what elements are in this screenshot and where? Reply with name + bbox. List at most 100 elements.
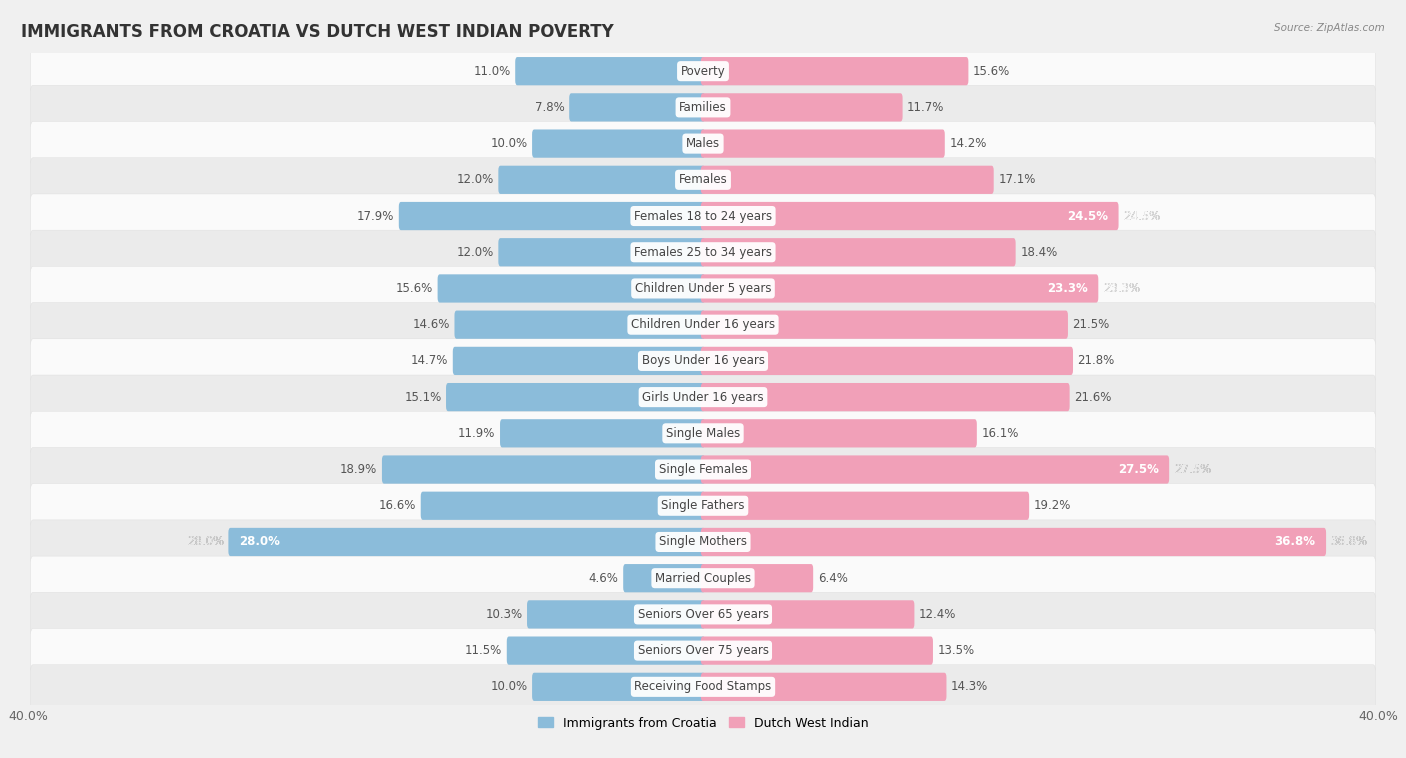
FancyBboxPatch shape bbox=[399, 202, 706, 230]
Text: Seniors Over 75 years: Seniors Over 75 years bbox=[637, 644, 769, 657]
FancyBboxPatch shape bbox=[437, 274, 706, 302]
FancyBboxPatch shape bbox=[531, 130, 706, 158]
Text: Females 18 to 24 years: Females 18 to 24 years bbox=[634, 209, 772, 223]
Text: 27.5%: 27.5% bbox=[1174, 463, 1211, 476]
FancyBboxPatch shape bbox=[31, 375, 1375, 419]
Text: 10.0%: 10.0% bbox=[491, 137, 527, 150]
Text: 11.5%: 11.5% bbox=[465, 644, 502, 657]
FancyBboxPatch shape bbox=[700, 202, 1119, 230]
Text: Children Under 16 years: Children Under 16 years bbox=[631, 318, 775, 331]
Text: 28.0%: 28.0% bbox=[239, 535, 280, 549]
Text: Single Fathers: Single Fathers bbox=[661, 500, 745, 512]
FancyBboxPatch shape bbox=[623, 564, 706, 592]
FancyBboxPatch shape bbox=[700, 528, 1326, 556]
FancyBboxPatch shape bbox=[700, 311, 1069, 339]
Text: 27.5%: 27.5% bbox=[1174, 463, 1211, 476]
Text: 24.5%: 24.5% bbox=[1123, 209, 1160, 223]
FancyBboxPatch shape bbox=[515, 57, 706, 86]
Text: 23.3%: 23.3% bbox=[1102, 282, 1140, 295]
Text: 16.1%: 16.1% bbox=[981, 427, 1019, 440]
Text: 17.1%: 17.1% bbox=[998, 174, 1036, 186]
FancyBboxPatch shape bbox=[420, 492, 706, 520]
FancyBboxPatch shape bbox=[569, 93, 706, 121]
Text: 14.7%: 14.7% bbox=[411, 355, 449, 368]
FancyBboxPatch shape bbox=[700, 346, 1073, 375]
Text: 15.6%: 15.6% bbox=[973, 64, 1010, 77]
FancyBboxPatch shape bbox=[700, 564, 813, 592]
Text: 11.9%: 11.9% bbox=[458, 427, 495, 440]
FancyBboxPatch shape bbox=[31, 592, 1375, 637]
Text: 7.8%: 7.8% bbox=[534, 101, 565, 114]
Text: 14.6%: 14.6% bbox=[412, 318, 450, 331]
FancyBboxPatch shape bbox=[31, 484, 1375, 528]
Text: Receiving Food Stamps: Receiving Food Stamps bbox=[634, 681, 772, 694]
FancyBboxPatch shape bbox=[700, 57, 969, 86]
FancyBboxPatch shape bbox=[31, 121, 1375, 166]
FancyBboxPatch shape bbox=[31, 86, 1375, 130]
Text: 23.3%: 23.3% bbox=[1047, 282, 1088, 295]
Text: 10.3%: 10.3% bbox=[485, 608, 523, 621]
Text: IMMIGRANTS FROM CROATIA VS DUTCH WEST INDIAN POVERTY: IMMIGRANTS FROM CROATIA VS DUTCH WEST IN… bbox=[21, 23, 614, 41]
FancyBboxPatch shape bbox=[31, 628, 1375, 672]
FancyBboxPatch shape bbox=[453, 346, 706, 375]
Text: Boys Under 16 years: Boys Under 16 years bbox=[641, 355, 765, 368]
FancyBboxPatch shape bbox=[700, 274, 1098, 302]
FancyBboxPatch shape bbox=[31, 520, 1375, 564]
Text: 24.5%: 24.5% bbox=[1123, 209, 1160, 223]
Text: Families: Families bbox=[679, 101, 727, 114]
Text: Seniors Over 65 years: Seniors Over 65 years bbox=[637, 608, 769, 621]
Text: 11.0%: 11.0% bbox=[474, 64, 510, 77]
Text: Single Females: Single Females bbox=[658, 463, 748, 476]
FancyBboxPatch shape bbox=[700, 238, 1015, 266]
Text: 21.6%: 21.6% bbox=[1074, 390, 1112, 403]
Text: 21.8%: 21.8% bbox=[1077, 355, 1115, 368]
Text: 18.9%: 18.9% bbox=[340, 463, 377, 476]
FancyBboxPatch shape bbox=[31, 665, 1375, 709]
FancyBboxPatch shape bbox=[31, 158, 1375, 202]
Legend: Immigrants from Croatia, Dutch West Indian: Immigrants from Croatia, Dutch West Indi… bbox=[533, 712, 873, 735]
Text: 36.8%: 36.8% bbox=[1274, 535, 1316, 549]
FancyBboxPatch shape bbox=[506, 637, 706, 665]
FancyBboxPatch shape bbox=[454, 311, 706, 339]
Text: 15.1%: 15.1% bbox=[405, 390, 441, 403]
Text: 27.5%: 27.5% bbox=[1118, 463, 1159, 476]
Text: 36.8%: 36.8% bbox=[1330, 535, 1368, 549]
FancyBboxPatch shape bbox=[700, 456, 1170, 484]
Text: Poverty: Poverty bbox=[681, 64, 725, 77]
FancyBboxPatch shape bbox=[31, 339, 1375, 383]
Text: 23.3%: 23.3% bbox=[1102, 282, 1140, 295]
Text: 12.0%: 12.0% bbox=[457, 246, 494, 258]
FancyBboxPatch shape bbox=[700, 419, 977, 447]
FancyBboxPatch shape bbox=[228, 528, 706, 556]
FancyBboxPatch shape bbox=[31, 194, 1375, 238]
Text: 21.5%: 21.5% bbox=[1073, 318, 1109, 331]
Text: 12.4%: 12.4% bbox=[920, 608, 956, 621]
Text: Single Mothers: Single Mothers bbox=[659, 535, 747, 549]
Text: Married Couples: Married Couples bbox=[655, 572, 751, 584]
FancyBboxPatch shape bbox=[31, 447, 1375, 492]
FancyBboxPatch shape bbox=[700, 130, 945, 158]
FancyBboxPatch shape bbox=[700, 383, 1070, 412]
Text: Source: ZipAtlas.com: Source: ZipAtlas.com bbox=[1274, 23, 1385, 33]
Text: 19.2%: 19.2% bbox=[1033, 500, 1071, 512]
Text: Single Males: Single Males bbox=[666, 427, 740, 440]
Text: Children Under 5 years: Children Under 5 years bbox=[634, 282, 772, 295]
Text: 12.0%: 12.0% bbox=[457, 174, 494, 186]
FancyBboxPatch shape bbox=[31, 412, 1375, 456]
Text: 17.9%: 17.9% bbox=[357, 209, 394, 223]
Text: 4.6%: 4.6% bbox=[589, 572, 619, 584]
FancyBboxPatch shape bbox=[527, 600, 706, 628]
FancyBboxPatch shape bbox=[700, 492, 1029, 520]
Text: Girls Under 16 years: Girls Under 16 years bbox=[643, 390, 763, 403]
Text: Females 25 to 34 years: Females 25 to 34 years bbox=[634, 246, 772, 258]
Text: 15.6%: 15.6% bbox=[396, 282, 433, 295]
FancyBboxPatch shape bbox=[498, 166, 706, 194]
Text: 11.7%: 11.7% bbox=[907, 101, 945, 114]
FancyBboxPatch shape bbox=[700, 637, 934, 665]
Text: Females: Females bbox=[679, 174, 727, 186]
FancyBboxPatch shape bbox=[31, 302, 1375, 346]
Text: 6.4%: 6.4% bbox=[818, 572, 848, 584]
FancyBboxPatch shape bbox=[382, 456, 706, 484]
Text: 36.8%: 36.8% bbox=[1330, 535, 1368, 549]
Text: 28.0%: 28.0% bbox=[187, 535, 224, 549]
